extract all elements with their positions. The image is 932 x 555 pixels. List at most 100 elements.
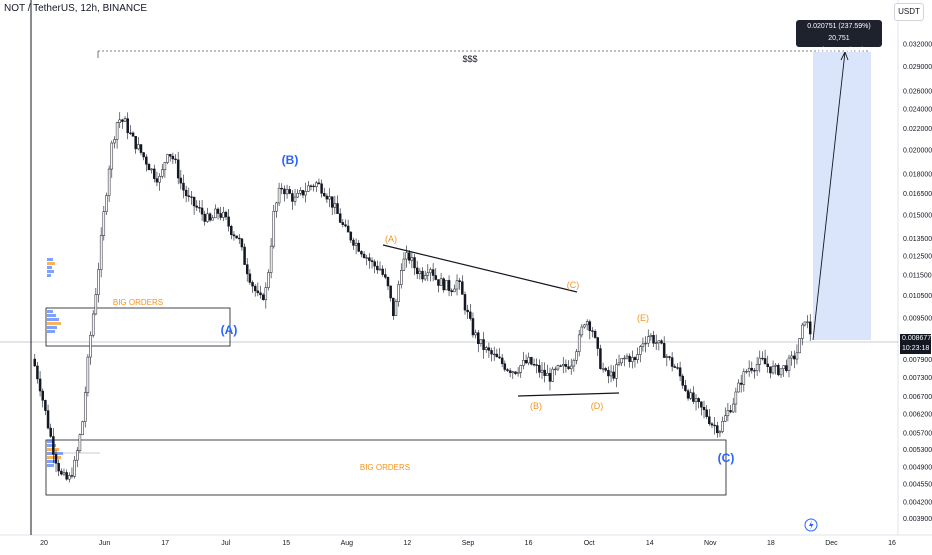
currency-badge[interactable]: USDT — [894, 3, 924, 21]
candle-body — [710, 423, 714, 426]
projection-arrow-line — [812, 51, 846, 341]
y-tick-label: 0.009500 — [903, 315, 932, 322]
current-price-tag: 0.008677 10:23:18 — [900, 334, 931, 354]
wave-label-orange-b: (B) — [530, 401, 542, 411]
candle-body — [70, 475, 74, 477]
price-axis[interactable]: 0.032000 0.029000 0.026000 0.024000 0.022000… — [903, 42, 932, 523]
candle-body — [684, 385, 687, 391]
candle-body — [607, 370, 610, 377]
candle-body — [113, 139, 116, 144]
candle-body — [155, 178, 159, 183]
candle-body — [519, 365, 523, 373]
candle-body — [726, 410, 730, 417]
candle-body — [774, 364, 777, 367]
candle-body — [301, 190, 305, 196]
candle-body — [487, 347, 491, 351]
candle-body — [102, 211, 106, 236]
candle-body — [508, 370, 512, 373]
candle-body — [766, 363, 769, 367]
candle-body — [575, 351, 578, 361]
candle-body — [33, 358, 37, 367]
candle-body — [174, 158, 177, 161]
candle-body — [763, 358, 767, 365]
candle-body — [495, 353, 499, 358]
candle-body — [54, 454, 58, 464]
candle-body — [415, 267, 419, 275]
candle-body — [227, 216, 230, 227]
candle-body — [299, 190, 302, 194]
candle-body — [216, 208, 220, 214]
candle-body — [384, 274, 387, 278]
candle-body — [787, 357, 791, 371]
candle-body — [407, 252, 411, 261]
candle-body — [439, 278, 443, 286]
candle-body — [551, 368, 554, 382]
candle-body — [548, 373, 552, 382]
candle-body — [421, 270, 424, 280]
candle-body — [238, 237, 241, 240]
candle-body — [686, 390, 690, 399]
time-axis[interactable]: 20 Jun 17 Jul 15 Aug 12 Sep 16 Oct 14 Nov 18 Dec 16 — [40, 540, 896, 547]
candle-body — [431, 269, 435, 276]
candle-body — [46, 410, 50, 429]
x-tick-label: 12 — [404, 540, 412, 547]
candle-body — [623, 357, 626, 360]
candle-body — [365, 257, 368, 259]
candle-body — [654, 342, 658, 344]
candle-body — [559, 365, 562, 367]
candle-body — [89, 335, 92, 358]
lightning-icon[interactable] — [804, 518, 818, 532]
candle-body — [147, 163, 151, 171]
candle-body — [426, 272, 430, 276]
candle-body — [522, 360, 525, 366]
candle-body — [697, 398, 700, 403]
candle-body — [490, 350, 493, 355]
x-tick-label: Jun — [99, 540, 110, 547]
candle-body — [777, 364, 780, 376]
candle-body — [530, 357, 533, 365]
candle-body — [734, 391, 738, 405]
candle-body — [538, 365, 541, 373]
candle-body — [506, 369, 509, 371]
candle-body — [583, 324, 586, 328]
projection-arrow-head — [840, 51, 849, 61]
candle-body — [230, 226, 233, 235]
candle-body — [354, 242, 358, 246]
candle-body — [352, 239, 355, 246]
candle-body — [392, 297, 395, 317]
candle-body — [322, 193, 326, 197]
candle-body — [405, 252, 408, 260]
candlestick-series — [33, 112, 812, 483]
candle-body — [381, 268, 384, 275]
candle-body — [429, 269, 432, 274]
y-tick-label: 0.012500 — [903, 254, 932, 261]
candle-body — [41, 390, 44, 401]
candle-body — [466, 309, 469, 313]
candle-body — [307, 185, 310, 192]
candle-body — [477, 332, 480, 344]
candle-body — [615, 364, 618, 379]
candle-body — [771, 365, 775, 374]
y-tick-label: 0.032000 — [903, 42, 932, 49]
candle-body — [543, 369, 546, 376]
y-tick-label: 0.006200 — [903, 412, 932, 419]
candle-body — [503, 363, 507, 370]
x-tick-label: 16 — [525, 540, 533, 547]
candle-body — [609, 371, 613, 377]
candle-body — [214, 208, 217, 219]
x-tick-label: Aug — [341, 540, 354, 547]
y-tick-label: 0.013500 — [903, 236, 932, 243]
candle-body — [769, 366, 772, 374]
candle-body — [145, 156, 148, 165]
candle-body — [700, 401, 703, 408]
candle-body — [620, 358, 623, 364]
candle-body — [328, 196, 331, 200]
candle-body — [291, 193, 294, 202]
wave-label-orange-c: (C) — [567, 280, 580, 290]
candle-body — [673, 366, 677, 368]
candle-body — [320, 183, 323, 194]
candle-body — [779, 368, 783, 376]
candle-body — [524, 360, 528, 364]
